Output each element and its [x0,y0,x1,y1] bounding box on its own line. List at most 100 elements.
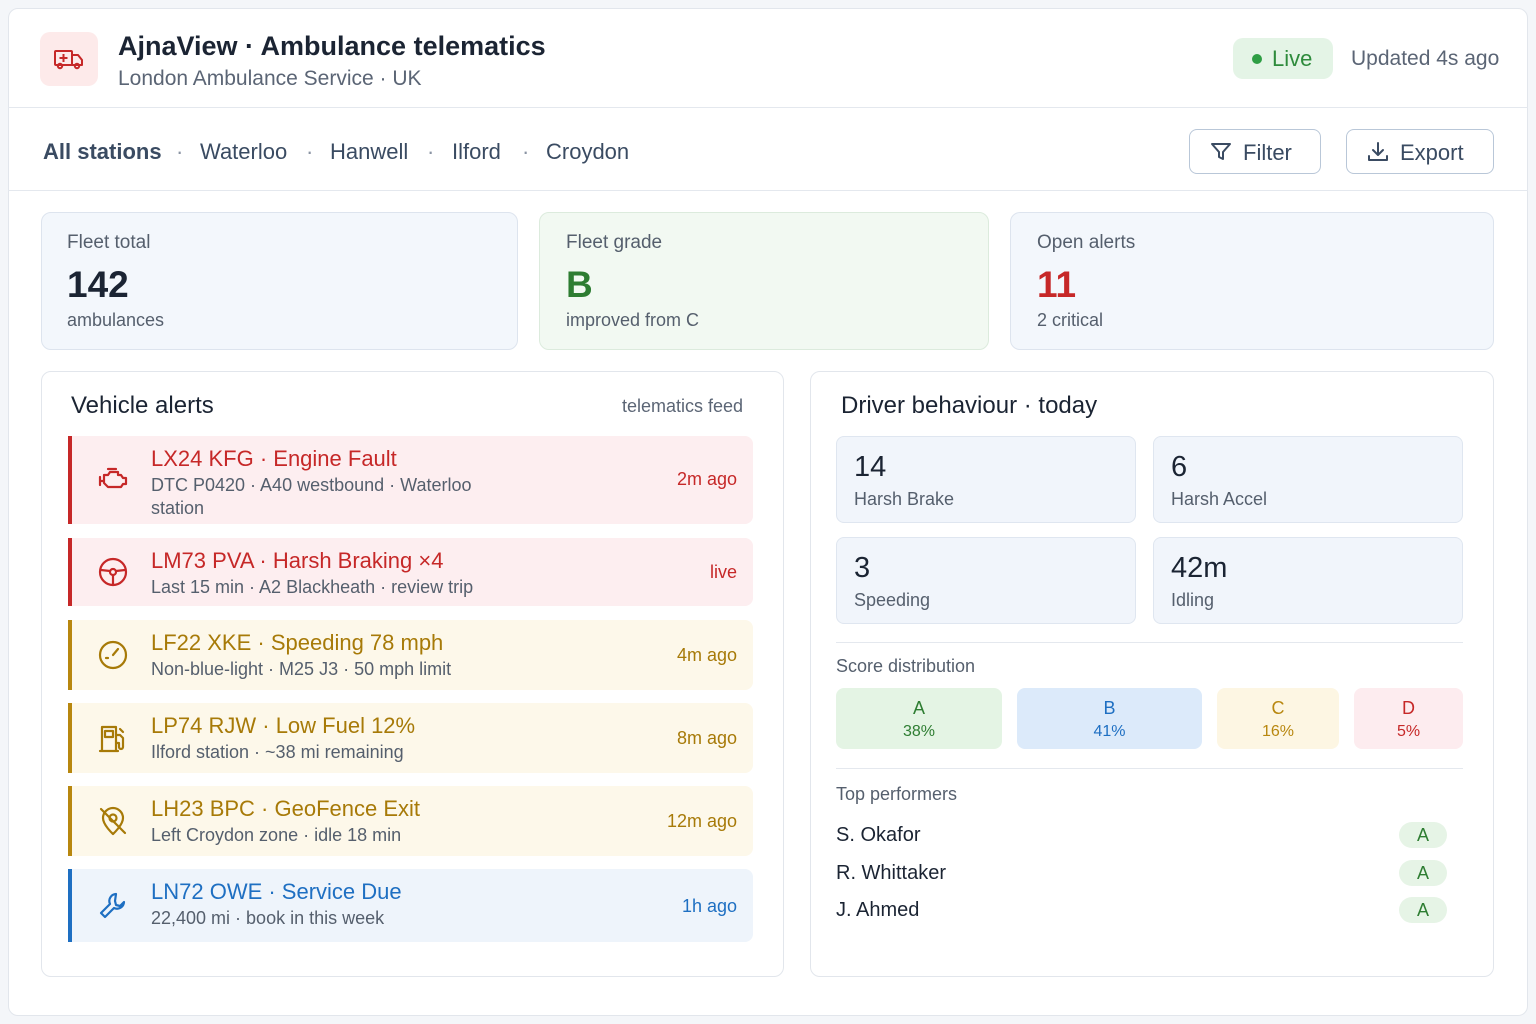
alert-detail: Left Croydon zone · idle 18 min [151,825,402,845]
metric-tile: 6 Harsh Accel [1153,436,1463,523]
app-title: AjnaView · Ambulance telematics [118,31,546,61]
station-tab[interactable]: Ilford [452,139,501,164]
separator: · [176,139,184,164]
kpi-label: Fleet total [67,232,151,253]
grade: C [1271,698,1285,718]
grade: A [912,698,925,718]
alert-heading: LP74 RJW · Low Fuel 12% [151,713,416,738]
alert-item[interactable]: LX24 KFG · Engine Fault DTC P0420 · A40 … [68,436,753,524]
alert-item[interactable]: LM73 PVA · Harsh Braking ×4 Last 15 min … [68,538,753,606]
divider [8,190,1528,191]
kpi-card: Fleet total 142 ambulances [41,212,518,350]
grade-share: A 38% [836,688,1002,749]
panel-title: Driver behaviour · today [841,392,1098,419]
alert-item[interactable]: LN72 OWE · Service Due 22,400 mi · book … [68,869,753,942]
wrench-icon [99,892,126,919]
export-icon [1368,142,1388,161]
app-logo [40,32,98,86]
metric-label: Idling [1171,590,1215,610]
alert-heading: LN72 OWE · Service Due [151,879,402,904]
divider [836,642,1463,643]
alert-detail: 22,400 mi · book in this week [151,908,385,928]
grade-share: D 5% [1354,688,1463,749]
metric-value: 6 [1171,451,1188,483]
alert-detail: Ilford station · ~38 mi remaining [151,742,404,762]
app-subtitle: London Ambulance Service · UK [118,67,422,90]
fuel-icon [98,725,125,753]
divider [836,768,1463,769]
metric-value: 14 [854,451,887,483]
grade-share: B 41% [1017,688,1202,749]
live-status: Live [1233,38,1333,79]
metric-tile: 42m Idling [1153,537,1463,624]
alert-heading: LH23 BPC · GeoFence Exit [151,796,421,821]
metric-label: Harsh Accel [1171,489,1268,509]
alert-heading: LX24 KFG · Engine Fault [151,446,397,471]
alert-heading: LM73 PVA · Harsh Braking ×4 [151,548,444,573]
alert-heading: LF22 XKE · Speeding 78 mph [151,630,444,655]
panel-title: Vehicle alerts [71,392,214,419]
kpi-value: 142 [67,264,129,305]
alert-item[interactable]: LH23 BPC · GeoFence Exit Left Croydon zo… [68,786,753,856]
performer-name: S. Okafor [836,824,921,846]
metric-value: 42m [1171,552,1228,584]
kpi-value: B [566,264,593,305]
grade: B [1103,698,1116,718]
kpi-note: 2 critical [1037,310,1104,330]
geofence-icon [99,806,127,836]
filter-button[interactable]: Filter [1189,129,1321,174]
share: 5% [1396,723,1421,740]
separator: · [522,139,530,164]
engine-icon [98,467,128,489]
kpi-card: Open alerts 11 2 critical [1010,212,1494,350]
alert-detail: Non-blue-light · M25 J3 · 50 mph limit [151,659,452,679]
kpi-label: Fleet grade [566,232,663,253]
divider [8,107,1528,108]
live-label: Live [1272,46,1313,71]
performer-name: R. Whittaker [836,862,947,884]
kpi-note: ambulances [67,310,165,330]
section-title: Score distribution [836,656,976,676]
alert-detail: DTC P0420 · A40 westbound · Waterloo sta… [151,475,472,518]
export-button[interactable]: Export [1346,129,1494,174]
ambulance-icon [54,50,83,70]
performer-name: J. Ahmed [836,899,920,921]
filter-label: Filter [1243,140,1292,165]
kpi-label: Open alerts [1037,232,1136,253]
station-tab[interactable]: Croydon [546,139,630,164]
alert-item[interactable]: LP74 RJW · Low Fuel 12% Ilford station ·… [68,703,753,773]
metric-tile: 3 Speeding [836,537,1136,624]
station-tab[interactable]: All stations [43,139,162,164]
share: 38% [902,723,936,740]
separator: · [427,139,435,164]
alert-time: 1h ago [681,896,737,916]
metric-value: 3 [854,552,871,584]
station-tab[interactable]: Waterloo [200,139,288,164]
alert-time: live [709,562,737,582]
alert-item[interactable]: LF22 XKE · Speeding 78 mph Non-blue-ligh… [68,620,753,690]
export-label: Export [1400,140,1464,165]
steering-icon [98,557,128,587]
speedometer-icon [98,640,128,670]
alert-time: 8m ago [676,728,737,748]
kpi-note: improved from C [566,310,700,330]
kpi-card: Fleet grade B improved from C [539,212,989,350]
alert-time: 4m ago [676,645,737,665]
grade-share: C 16% [1217,688,1339,749]
alert-detail: Last 15 min · A2 Blackheath · review tri… [151,577,474,597]
share: 41% [1093,723,1126,740]
section-title: Top performers [836,784,958,804]
alert-time: 12m ago [666,811,737,831]
panel-source: telematics feed [622,396,744,416]
kpi-value: 11 [1037,264,1077,305]
updated-time: Updated 4s ago [1351,47,1500,70]
metric-label: Speeding [854,590,931,610]
live-dot [1252,54,1262,64]
separator: · [306,139,314,164]
filter-icon [1211,143,1231,160]
metric-tile: 14 Harsh Brake [836,436,1136,523]
grade: D [1402,698,1415,718]
station-tab[interactable]: Hanwell [330,139,409,164]
performer-grade: A [1399,860,1447,886]
